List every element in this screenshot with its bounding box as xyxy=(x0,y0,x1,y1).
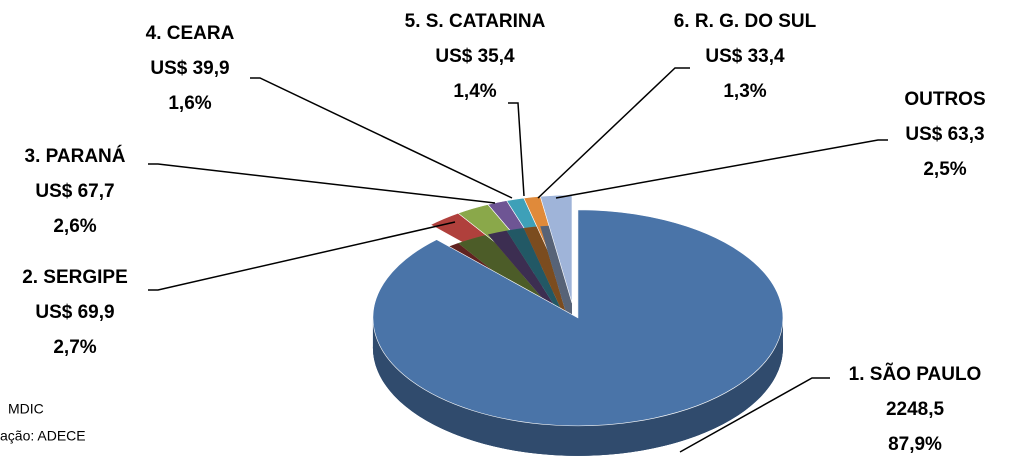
slice-side-shade xyxy=(372,317,783,456)
value-label: US$ 67,7 xyxy=(35,181,114,202)
slice-bottom-shade xyxy=(523,226,572,333)
percent-label: 2,6% xyxy=(53,216,96,237)
labels: 1. SÃO PAULO 2248,5 87,9% 2. SERGIPE US$ 69,… xyxy=(0,11,986,455)
leader-line xyxy=(537,67,690,199)
leader-line xyxy=(148,221,456,291)
value-label: US$ 39,9 xyxy=(150,58,229,79)
value-label: US$ 63,3 xyxy=(905,124,984,145)
leader-line xyxy=(679,377,830,453)
leader-line xyxy=(508,102,525,197)
category-label: 4. CEARA xyxy=(146,23,235,44)
percent-label: 2,7% xyxy=(53,337,96,358)
value-label: US$ 69,9 xyxy=(35,302,114,323)
source-note: ação: ADECE xyxy=(0,428,86,444)
leader-line xyxy=(250,77,513,199)
percent-label: 1,3% xyxy=(723,81,766,102)
leader-line xyxy=(148,163,496,204)
source-note: MDIC xyxy=(8,401,44,417)
percent-label: 87,9% xyxy=(888,434,942,455)
leader-line xyxy=(555,139,888,199)
value-label: 2248,5 xyxy=(886,399,945,420)
category-label: 3. PARANÁ xyxy=(25,145,126,167)
percent-label: 2,5% xyxy=(923,159,966,180)
value-label: US$ 33,4 xyxy=(705,46,785,67)
category-label: OUTROS xyxy=(904,89,985,110)
slice-bottom xyxy=(523,226,572,333)
category-label: 2. SERGIPE xyxy=(22,267,128,288)
pie xyxy=(372,194,784,456)
value-label: US$ 35,4 xyxy=(435,46,515,67)
category-label: 5. S. CATARINA xyxy=(405,11,546,32)
percent-label: 1,6% xyxy=(168,93,211,114)
slice-side xyxy=(372,317,783,456)
category-label: 1. SÃO PAULO xyxy=(849,363,982,385)
category-label: 6. R. G. DO SUL xyxy=(674,11,817,32)
slice xyxy=(372,209,784,427)
percent-label: 1,4% xyxy=(453,81,496,102)
